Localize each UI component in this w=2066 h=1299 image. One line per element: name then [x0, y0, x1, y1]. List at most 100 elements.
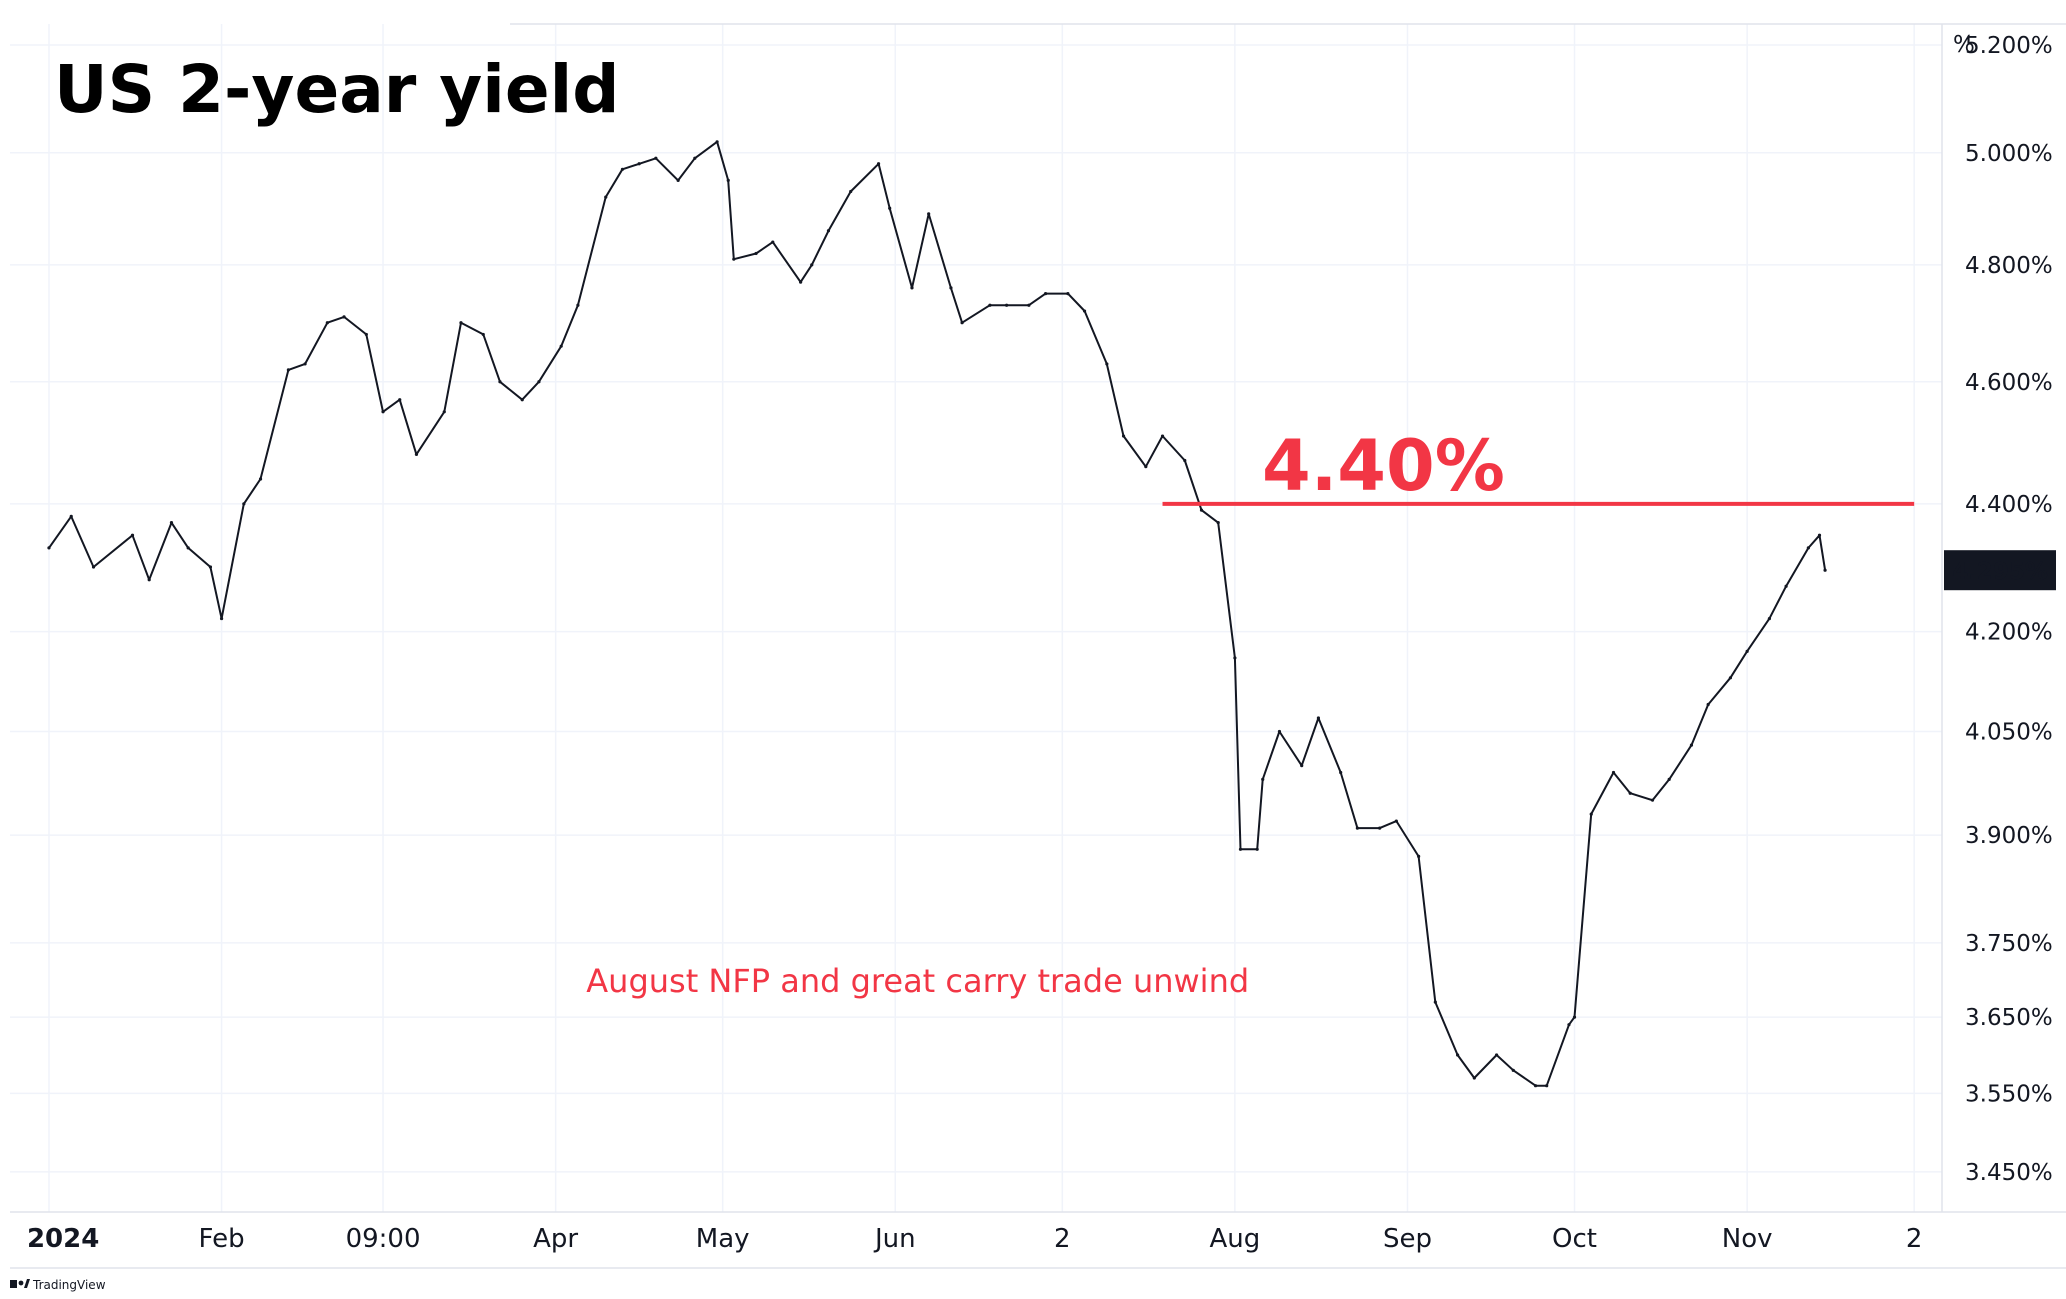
data-point [169, 521, 174, 525]
data-point [342, 315, 346, 319]
data-point [726, 178, 730, 182]
data-point [1456, 1053, 1460, 1057]
data-point [715, 140, 719, 144]
x-tick-label: Aug [1210, 1224, 1261, 1254]
data-point [693, 156, 697, 160]
data-point [826, 229, 831, 233]
data-point [186, 546, 190, 550]
data-point [537, 380, 541, 384]
tradingview-logo-icon[interactable] [10, 1279, 30, 1288]
data-point [1233, 656, 1237, 660]
data-point [1494, 1053, 1499, 1057]
data-point [1511, 1068, 1515, 1072]
data-point [1823, 568, 1827, 572]
data-point [604, 195, 608, 199]
data-point [398, 398, 402, 402]
data-point [637, 162, 641, 166]
y-tick-label: 3.750% [1965, 931, 2053, 957]
event-annotation: August NFP and great carry trade unwind [586, 962, 1249, 1000]
data-point [949, 286, 953, 290]
data-point [1472, 1076, 1476, 1080]
data-point [258, 477, 263, 481]
data-point [1355, 826, 1359, 830]
y-axis[interactable]: 5.200% 5.000% 4.800% 4.600% 4.400% 4.200% 4.05… [1944, 33, 2056, 1186]
data-point [1043, 292, 1048, 296]
x-tick-label: 2 [1054, 1224, 1071, 1254]
data-point [1689, 743, 1694, 747]
last-price-label: 4.295% [1952, 559, 2048, 585]
x-tick-label: Nov [1722, 1224, 1773, 1254]
data-point [1545, 1084, 1549, 1088]
data-point [130, 533, 135, 537]
chart-frame [10, 23, 2066, 1269]
data-point [91, 565, 96, 569]
chart-grid [10, 24, 1942, 1212]
y-tick-label: 4.600% [1965, 370, 2053, 396]
data-point [1706, 702, 1710, 707]
data-point [988, 303, 992, 307]
data-point [1433, 1000, 1437, 1004]
data-point [1216, 521, 1220, 525]
data-point [1316, 716, 1321, 720]
data-point [849, 189, 853, 194]
data-point [1533, 1084, 1538, 1088]
last-price-tag[interactable] [1944, 550, 2056, 591]
data-point [1767, 616, 1772, 621]
data-point [1628, 791, 1632, 795]
data-point [1806, 546, 1810, 550]
data-point [771, 240, 775, 244]
x-tick-label: Sep [1383, 1224, 1432, 1254]
x-axis[interactable]: 2024 Feb 09:00 Apr May Jun 2 Aug Sep Oct Nov 2 [27, 1224, 1922, 1254]
data-point [520, 398, 524, 402]
x-tick-label: Apr [533, 1224, 578, 1254]
data-point [1611, 770, 1616, 775]
x-tick-label: May [696, 1224, 750, 1254]
data-point [242, 502, 246, 506]
series-line-group [47, 140, 1827, 1088]
y-tick-label: 3.650% [1965, 1005, 2053, 1031]
data-point [1394, 819, 1398, 823]
y-tick-label: 3.450% [1965, 1160, 2053, 1186]
x-tick-label: Feb [199, 1224, 245, 1254]
data-point [1567, 1023, 1571, 1027]
data-point [1255, 847, 1259, 851]
y-tick-label: 5.000% [1965, 141, 2053, 167]
data-point [219, 616, 224, 621]
data-point [1277, 729, 1282, 734]
data-point [1066, 292, 1070, 296]
data-point [1667, 777, 1671, 782]
y-tick-label: 4.050% [1965, 720, 2053, 746]
data-point [654, 156, 658, 160]
tradingview-brand-label[interactable]: TradingView [32, 1278, 106, 1292]
data-point [1417, 854, 1421, 858]
data-point [620, 167, 625, 171]
data-point [1378, 826, 1382, 830]
data-point [876, 162, 881, 166]
data-point [1589, 812, 1593, 816]
x-tick-label: Jun [873, 1224, 916, 1254]
data-point [1160, 434, 1165, 438]
data-point [1027, 303, 1031, 307]
x-tick-label: 09:00 [346, 1224, 421, 1254]
data-point [381, 410, 385, 414]
x-tick-label: Oct [1552, 1224, 1597, 1254]
data-point [303, 362, 307, 366]
data-point [1572, 1015, 1577, 1019]
data-point [1817, 533, 1822, 537]
data-point [1650, 798, 1655, 802]
data-point [910, 286, 914, 290]
series-line [48, 140, 1827, 1087]
data-point [1005, 303, 1009, 307]
x-tick-label: 2024 [27, 1224, 99, 1254]
data-point [732, 257, 736, 261]
data-point [459, 321, 463, 325]
data-point [559, 344, 563, 348]
data-point [676, 178, 680, 182]
data-point [47, 546, 51, 550]
y-tick-label: 3.550% [1965, 1081, 2053, 1107]
data-point [799, 280, 803, 284]
data-point [927, 212, 931, 216]
data-point [364, 332, 368, 337]
data-point [888, 206, 892, 210]
data-point [1300, 764, 1304, 768]
